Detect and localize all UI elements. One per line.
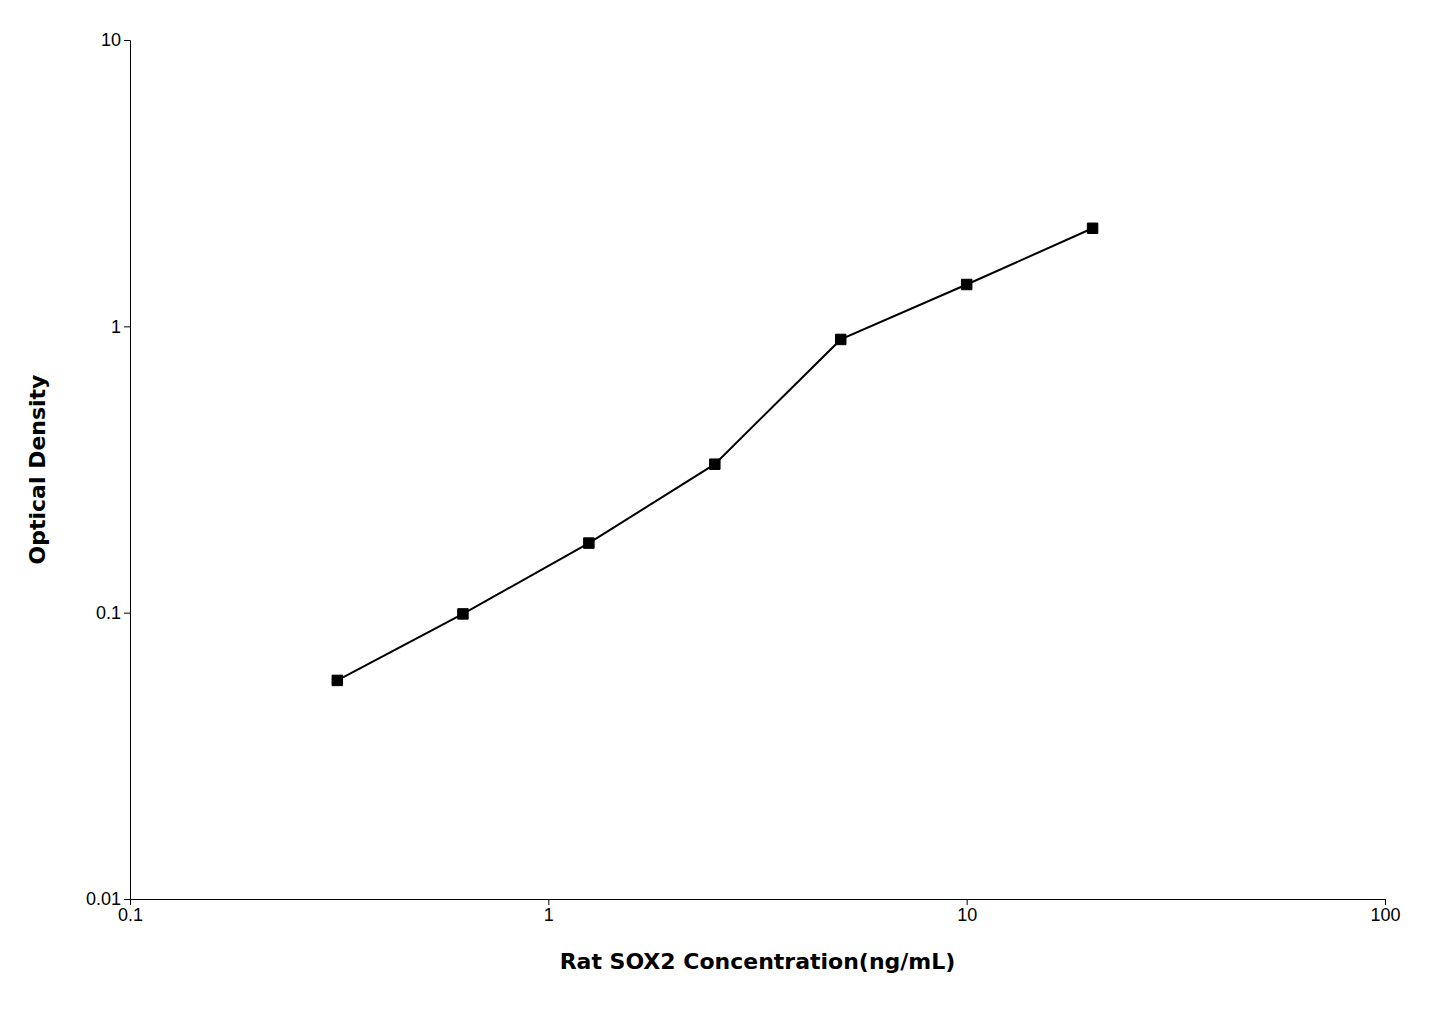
- y-tick-mark: [124, 899, 130, 900]
- y-tick-mark: [124, 40, 130, 41]
- chart: 0.11101000.010.1110Rat SOX2 Concentratio…: [0, 0, 1445, 1009]
- y-axis: 0.01 0.1 1 10: [86, 30, 131, 909]
- x-tick-label: 1: [544, 905, 554, 925]
- x-axis: 0.1 1 10 100: [118, 899, 1401, 925]
- x-axis-line: [131, 900, 1386, 906]
- marks: [332, 223, 1098, 686]
- y-tick-label: 10: [101, 30, 121, 50]
- y-tick: 0.1: [96, 603, 130, 623]
- plot: 0.11101000.010.1110Rat SOX2 Concentratio…: [25, 30, 1401, 974]
- line: [337, 228, 1092, 680]
- y-axis-line: [124, 41, 131, 900]
- y-tick-label: 1: [111, 317, 121, 337]
- x-tick: 1: [544, 899, 554, 925]
- y-tick-label: 0.01: [86, 889, 121, 909]
- point: [458, 609, 468, 619]
- x-tick-label: 10: [957, 905, 977, 925]
- point: [835, 334, 845, 344]
- y-tick-mark: [124, 326, 130, 327]
- point: [584, 538, 594, 548]
- y-tick: 1: [111, 317, 130, 337]
- y-tick-label: 0.1: [96, 603, 121, 623]
- x-tick: 100: [1370, 899, 1400, 925]
- x-tick: 10: [957, 899, 977, 925]
- x-tick: 0.1: [118, 899, 143, 925]
- point: [961, 279, 971, 289]
- point: [710, 459, 720, 469]
- y-tick: 10: [101, 30, 130, 50]
- point: [1087, 223, 1097, 233]
- x-tick-label: 0.1: [118, 905, 143, 925]
- y-tick: 0.01: [86, 889, 130, 909]
- point: [332, 675, 342, 685]
- x-axis-title: Rat SOX2 Concentration(ng/mL): [560, 949, 956, 974]
- x-tick-label: 100: [1370, 905, 1400, 925]
- y-tick-mark: [124, 613, 130, 614]
- y-axis-title: Optical Density: [25, 375, 50, 565]
